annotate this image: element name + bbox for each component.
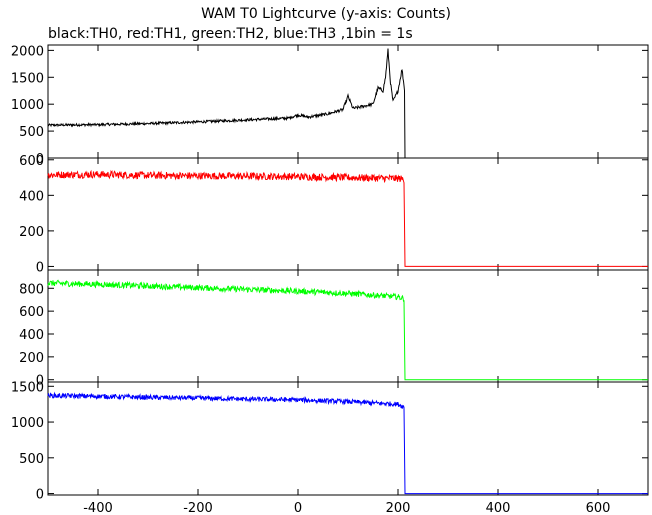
panel-TH1-ytick-label: 400 <box>19 189 44 204</box>
panel-TH3-frame <box>47 381 649 496</box>
x-tick-label: 200 <box>386 501 411 515</box>
x-tick-label: -200 <box>183 501 213 515</box>
panel-TH0-ytick-label: 1500 <box>11 71 44 86</box>
panel-TH0-ytick-label: 2000 <box>11 44 44 59</box>
panel-TH0-ytick-label: 0 <box>36 152 44 167</box>
panel-TH1-ytick-label: 600 <box>19 154 44 169</box>
chart-title: WAM T0 Lightcurve (y-axis: Counts) <box>201 6 451 22</box>
series-TH0-line <box>47 48 648 159</box>
panel-TH1-ytick-label: 200 <box>19 225 44 240</box>
panel-TH3-ytick-label: 1500 <box>11 380 44 395</box>
series-TH1-line <box>47 169 648 267</box>
x-tick-label: 0 <box>294 501 302 515</box>
panel-TH0-ytick-label: 1000 <box>11 98 44 113</box>
panel-TH2-ytick-label: 600 <box>19 305 44 320</box>
panel-TH2-ytick-label: 0 <box>36 374 44 389</box>
panel-TH2-ytick-label: 200 <box>19 351 44 366</box>
series-TH2-line <box>47 279 648 381</box>
chart-subtitle: black:TH0, red:TH1, green:TH2, blue:TH3 … <box>48 26 413 42</box>
panel-TH3-ytick-label: 1000 <box>11 416 44 431</box>
x-tick-label: 400 <box>486 501 511 515</box>
panel-TH0-frame <box>47 44 649 159</box>
x-tick-label: 600 <box>586 501 611 515</box>
panel-TH2-ytick-label: 800 <box>19 282 44 297</box>
x-tick-label: -400 <box>83 501 113 515</box>
panel-TH1-ytick-label: 0 <box>36 260 44 275</box>
panel-TH3-ytick-label: 0 <box>36 488 44 503</box>
series-TH3-line <box>47 391 648 495</box>
panel-TH2-ytick-label: 400 <box>19 328 44 343</box>
panel-TH0-ytick-label: 500 <box>19 125 44 140</box>
panel-TH3-ytick-label: 500 <box>19 452 44 467</box>
